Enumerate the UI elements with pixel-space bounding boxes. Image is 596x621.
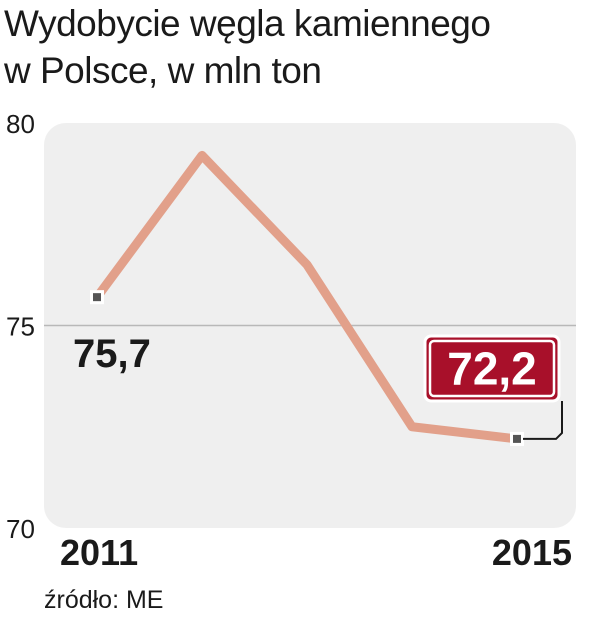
y-axis-ticks: 70 75 80 — [6, 109, 35, 544]
x-axis-ticks: 2011 2015 — [60, 532, 572, 573]
marker-0 — [93, 293, 101, 302]
highlight-box-inner-border — [428, 339, 556, 398]
source-note: źródło: ME — [44, 586, 164, 614]
series-line-layer — [92, 150, 522, 444]
series-line — [92, 150, 522, 444]
x-tick-label-2015: 2015 — [492, 532, 572, 573]
chart-title: Wydobycie węgla kamiennego w Polsce, w m… — [4, 0, 584, 94]
chart-title-line-1: Wydobycie węgla kamiennego — [4, 3, 491, 44]
x-tick-label-2011: 2011 — [60, 532, 138, 573]
callout-leader — [523, 401, 563, 440]
marker-4 — [513, 434, 521, 443]
chart-title-line-2: w Polsce, w mln ton — [4, 50, 322, 91]
highlight-box — [423, 334, 561, 403]
y-tick-label-70: 70 — [6, 514, 35, 544]
data-label-4: 72,2 — [447, 343, 537, 395]
marker-layer — [90, 290, 524, 446]
data-label-layer: 75,7 72,2 — [73, 332, 563, 440]
data-label-0: 75,7 — [73, 332, 151, 376]
y-tick-label-75: 75 — [6, 312, 35, 342]
y-tick-label-80: 80 — [6, 109, 35, 139]
